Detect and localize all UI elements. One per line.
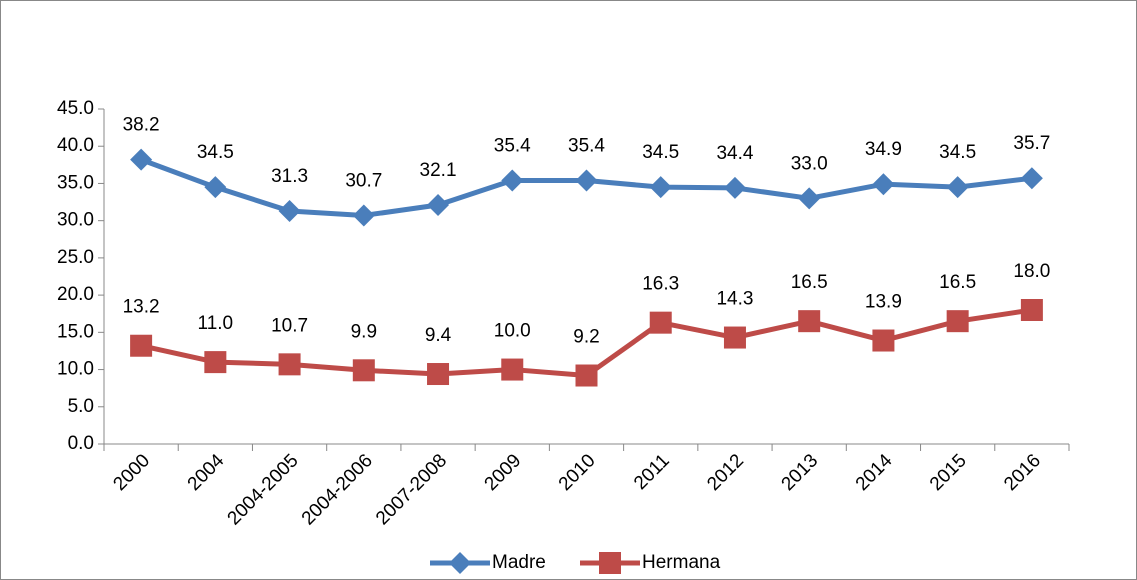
legend-item: Hermana xyxy=(580,552,721,574)
data-label: 16.5 xyxy=(939,272,976,293)
marker xyxy=(1020,299,1043,321)
data-label: 34.9 xyxy=(865,139,902,160)
marker xyxy=(798,310,821,333)
data-label: 14.3 xyxy=(716,289,753,310)
marker xyxy=(723,326,746,349)
y-tick-label: 10.0 xyxy=(57,359,94,380)
marker xyxy=(798,187,821,210)
marker xyxy=(427,363,450,386)
legend-marker xyxy=(449,552,471,574)
data-label: 30.7 xyxy=(345,170,382,191)
marker xyxy=(649,176,672,199)
marker xyxy=(946,176,969,199)
legend-item: Madre xyxy=(430,552,546,574)
data-label: 34.5 xyxy=(197,142,234,163)
data-label: 35.4 xyxy=(494,135,531,156)
marker xyxy=(872,173,895,196)
marker xyxy=(1020,167,1043,190)
marker xyxy=(501,169,524,192)
marker xyxy=(352,204,375,227)
data-label: 34.4 xyxy=(716,143,753,164)
marker xyxy=(575,169,598,192)
legend-marker xyxy=(599,552,621,574)
data-label: 10.7 xyxy=(271,315,308,336)
data-label: 9.9 xyxy=(351,321,377,342)
data-label: 11.0 xyxy=(198,313,234,334)
data-label: 9.2 xyxy=(573,327,599,348)
marker xyxy=(130,334,153,357)
y-tick-label: 35.0 xyxy=(57,172,94,193)
marker xyxy=(278,353,301,376)
marker xyxy=(872,329,895,352)
y-tick-label: 0.0 xyxy=(68,433,94,454)
y-tick-label: 40.0 xyxy=(57,135,94,156)
data-label: 32.1 xyxy=(420,160,457,181)
data-label: 16.3 xyxy=(642,274,679,295)
data-label: 34.5 xyxy=(642,142,679,163)
y-tick-label: 20.0 xyxy=(57,284,94,305)
data-label: 35.7 xyxy=(1013,133,1050,154)
data-label: 9.4 xyxy=(425,325,452,346)
marker xyxy=(130,148,153,171)
data-label: 33.0 xyxy=(791,153,828,174)
data-label: 38.2 xyxy=(123,115,160,136)
marker xyxy=(352,359,375,382)
y-tick-label: 30.0 xyxy=(57,210,94,231)
data-label: 31.3 xyxy=(271,166,308,187)
marker xyxy=(427,194,450,217)
marker xyxy=(501,358,524,381)
data-label: 13.2 xyxy=(123,297,160,318)
data-label: 13.9 xyxy=(865,292,902,313)
marker xyxy=(723,176,746,199)
y-tick-label: 15.0 xyxy=(57,321,94,342)
marker xyxy=(575,364,598,387)
data-label: 34.5 xyxy=(939,142,976,163)
marker xyxy=(204,176,227,199)
data-label: 16.5 xyxy=(791,272,828,293)
y-tick-label: 5.0 xyxy=(68,396,94,417)
marker xyxy=(278,199,301,222)
marker xyxy=(946,310,969,333)
marker xyxy=(204,351,227,374)
data-label: 35.4 xyxy=(568,135,605,156)
data-label: 10.0 xyxy=(494,321,531,342)
legend-label: Madre xyxy=(492,552,546,573)
y-tick-label: 25.0 xyxy=(57,247,94,268)
data-label: 18.0 xyxy=(1013,261,1050,282)
legend-label: Hermana xyxy=(642,552,721,573)
marker xyxy=(649,311,672,334)
y-tick-label: 45.0 xyxy=(57,98,94,119)
